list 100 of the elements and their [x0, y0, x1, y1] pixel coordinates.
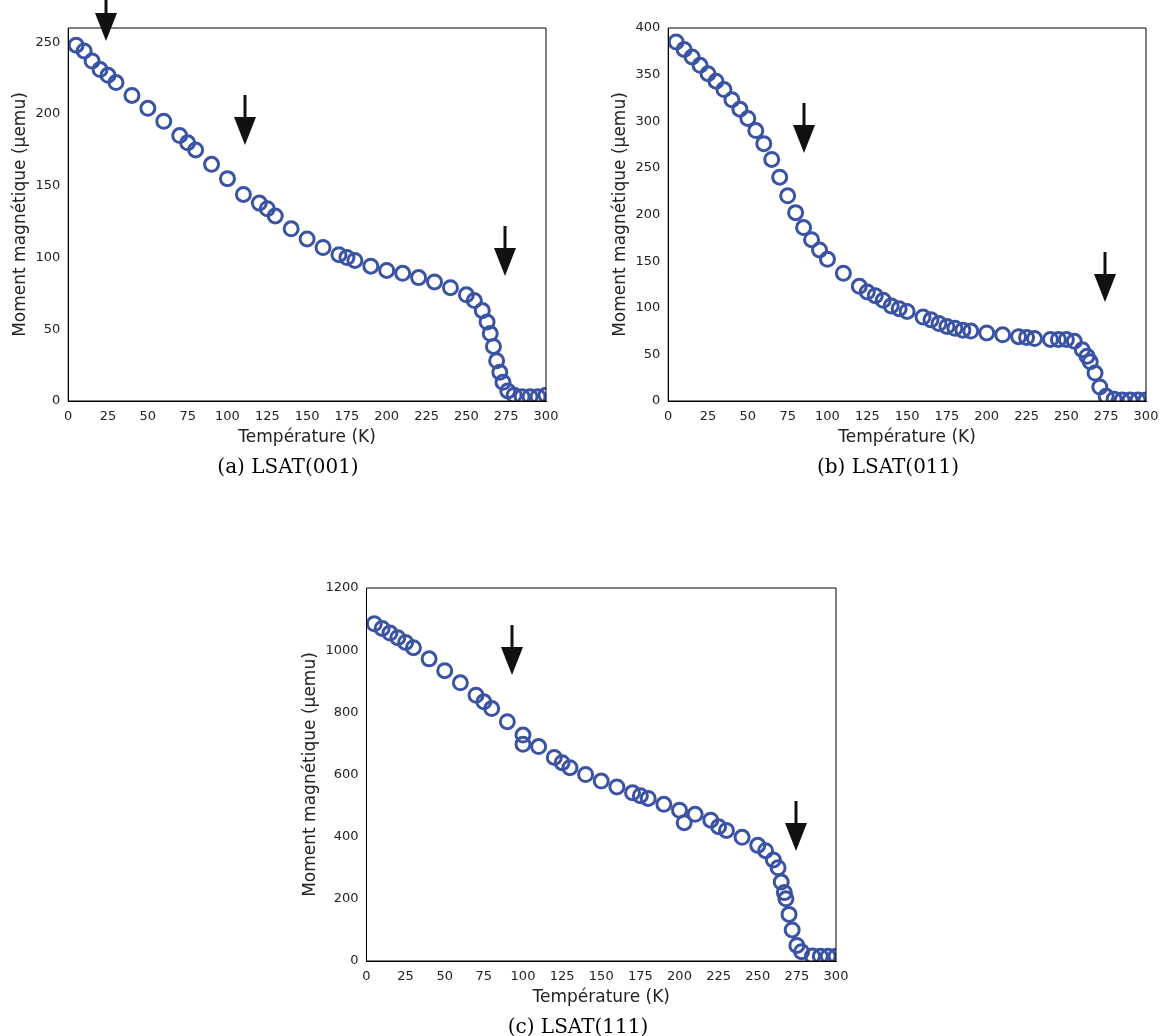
- point: [1010, 328, 1028, 346]
- point: [787, 204, 805, 222]
- point: [481, 325, 499, 343]
- point: [608, 778, 626, 796]
- y-tick-label: 250: [635, 159, 661, 175]
- point: [914, 308, 932, 326]
- point: [426, 273, 444, 291]
- point: [484, 337, 502, 355]
- text: (b) LSAT(011): [815, 454, 961, 478]
- x-tick-label: 25: [99, 408, 117, 424]
- point: [561, 759, 579, 777]
- x-tick-label: 100: [815, 408, 840, 424]
- y-tick-label: 100: [635, 299, 661, 315]
- x-tick-label: 75: [779, 408, 796, 424]
- point: [338, 249, 356, 267]
- y-tick-label: 200: [635, 205, 661, 221]
- point: [451, 674, 469, 692]
- point: [631, 787, 649, 805]
- point: [499, 382, 517, 400]
- point: [749, 836, 767, 854]
- point: [366, 615, 383, 633]
- point: [381, 624, 399, 642]
- point: [203, 155, 221, 173]
- point: [777, 890, 795, 908]
- point: [978, 324, 996, 342]
- point: [850, 277, 868, 295]
- point: [858, 283, 876, 301]
- y-tick-label: 250: [35, 33, 61, 49]
- point: [404, 639, 422, 657]
- point: [962, 322, 980, 340]
- x-tick-label: 150: [588, 968, 614, 984]
- point: [668, 33, 685, 51]
- point: [675, 40, 693, 58]
- y-tick-label: 200: [333, 890, 359, 906]
- point: [420, 650, 438, 668]
- x-tick-label: 225: [414, 408, 439, 424]
- x-tick-label: 150: [294, 408, 320, 424]
- point: [298, 230, 316, 248]
- point: [346, 251, 364, 269]
- point: [702, 811, 720, 829]
- point: [717, 821, 735, 839]
- point: [483, 700, 501, 718]
- x-tick-label: 100: [510, 968, 536, 984]
- x-tick-label: 100: [215, 408, 240, 424]
- point: [179, 134, 197, 152]
- point: [930, 315, 948, 333]
- point: [834, 264, 852, 282]
- x-tick-label: 50: [139, 408, 157, 424]
- point: [1018, 329, 1036, 347]
- x-tick-label: 275: [1093, 408, 1119, 424]
- point: [68, 36, 85, 54]
- x-tick-label: 125: [854, 408, 880, 424]
- x-tick-label: 300: [823, 968, 849, 984]
- y-axis-title: Moment magnétique (μemu): [608, 92, 629, 337]
- x-tick-label: 225: [1014, 408, 1039, 424]
- point: [389, 629, 407, 647]
- point: [779, 187, 797, 205]
- y-tick-label: 1000: [325, 641, 359, 657]
- point: [1041, 330, 1059, 348]
- point: [1086, 364, 1104, 382]
- point: [769, 859, 787, 877]
- point: [683, 48, 701, 66]
- point: [266, 207, 284, 225]
- y-tick-label: 400: [635, 19, 661, 35]
- point: [946, 319, 964, 337]
- point: [258, 200, 276, 218]
- point: [234, 185, 252, 203]
- point: [771, 168, 789, 186]
- y-tick-label: 0: [350, 952, 359, 968]
- point: [494, 373, 512, 391]
- point: [187, 141, 205, 159]
- text: (a) LSAT(001): [216, 454, 360, 478]
- point: [123, 86, 141, 104]
- point: [803, 231, 821, 249]
- x-tick-label: 200: [667, 968, 692, 984]
- point: [491, 363, 509, 381]
- x-tick-label: 50: [436, 968, 454, 984]
- y-tick-label: 0: [51, 392, 61, 408]
- point: [171, 127, 189, 145]
- point: [521, 388, 539, 401]
- y-axis-title: Moment magnétique (μemu): [298, 652, 319, 897]
- point: [1065, 332, 1083, 350]
- point: [1081, 353, 1099, 371]
- point: [699, 65, 717, 83]
- point: [513, 388, 531, 401]
- y-tick-label: 100: [35, 248, 61, 264]
- y-tick-label: 150: [35, 177, 61, 193]
- point: [436, 662, 454, 680]
- point: [739, 109, 757, 127]
- point: [577, 766, 595, 783]
- point: [1073, 341, 1091, 359]
- point: [723, 91, 741, 109]
- point: [874, 291, 892, 309]
- point: [715, 81, 733, 99]
- x-tick-label: 250: [453, 408, 479, 424]
- x-tick-label: 275: [784, 968, 810, 984]
- point: [707, 72, 725, 90]
- point: [250, 194, 268, 212]
- x-axis-title: Température (K): [837, 426, 976, 447]
- y-tick-label: 300: [635, 112, 661, 128]
